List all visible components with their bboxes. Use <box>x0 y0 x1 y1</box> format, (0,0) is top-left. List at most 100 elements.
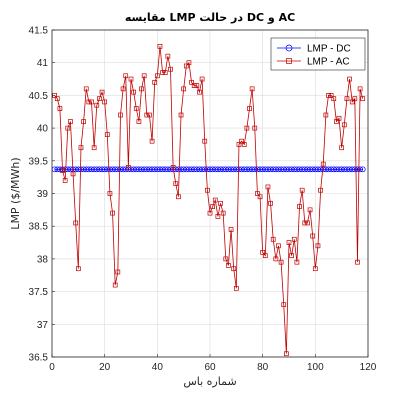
data-point <box>291 236 297 242</box>
data-point <box>218 200 223 206</box>
data-point <box>339 145 345 151</box>
data-point <box>244 125 250 131</box>
x-tick-label: 40 <box>152 362 164 373</box>
data-point <box>347 76 352 82</box>
data-point <box>318 187 323 193</box>
data-point <box>183 63 189 69</box>
data-point <box>207 210 213 216</box>
series-line <box>54 46 364 354</box>
data-point <box>104 132 110 137</box>
data-point <box>202 138 208 144</box>
data-point <box>107 191 113 196</box>
y-tick-label: 36.5 <box>29 353 49 364</box>
data-point <box>357 166 363 173</box>
legend-entry: LMP - AC <box>307 57 350 68</box>
legend: LMP - DC LMP - AC <box>270 37 366 71</box>
data-point <box>133 106 139 111</box>
y-tick-label: 38 <box>37 254 49 265</box>
data-point <box>302 220 308 226</box>
y-tick-label: 39 <box>37 189 49 200</box>
data-point <box>199 76 205 82</box>
data-point <box>247 106 252 111</box>
data-point <box>294 259 300 265</box>
data-point <box>118 112 123 118</box>
data-point <box>341 122 347 128</box>
data-point <box>83 86 89 92</box>
data-point <box>75 266 81 272</box>
y-tick-label: 40 <box>37 124 49 135</box>
x-tick-label: 20 <box>99 362 111 373</box>
data-point <box>65 125 71 131</box>
data-point <box>160 70 165 75</box>
data-point <box>97 96 102 102</box>
y-tick-label: 41.5 <box>29 26 49 37</box>
data-point <box>320 161 326 167</box>
data-point <box>260 250 266 255</box>
data-point <box>255 191 260 196</box>
data-point <box>226 263 231 268</box>
data-point <box>181 86 187 92</box>
data-point <box>236 142 242 147</box>
x-tick-label: 120 <box>360 362 377 373</box>
data-point <box>307 207 313 213</box>
legend-box <box>270 37 366 71</box>
data-point <box>305 220 310 226</box>
data-point <box>273 256 279 262</box>
data-point <box>284 351 289 357</box>
data-point <box>89 99 94 105</box>
data-point <box>57 106 63 111</box>
data-point <box>99 89 105 95</box>
data-point <box>360 96 366 102</box>
data-point <box>194 83 200 88</box>
data-point <box>189 79 194 85</box>
data-point <box>268 200 273 206</box>
data-point <box>70 171 76 177</box>
data-point <box>249 86 255 92</box>
data-point <box>265 184 271 190</box>
data-point <box>131 89 136 95</box>
y-tick-label: 40.5 <box>29 91 49 102</box>
data-point <box>78 145 84 151</box>
data-point <box>139 86 144 92</box>
data-point <box>310 233 316 239</box>
data-point <box>315 243 321 249</box>
data-point <box>276 243 281 249</box>
data-point <box>233 285 239 291</box>
series-square <box>52 43 366 357</box>
x-tick-label: 60 <box>204 362 216 373</box>
data-point <box>91 145 97 151</box>
data-point <box>352 96 358 102</box>
data-point <box>73 220 79 226</box>
data-point <box>123 73 129 79</box>
data-point <box>355 259 360 265</box>
data-point <box>178 112 184 118</box>
data-point <box>168 66 173 72</box>
data-point <box>152 79 158 85</box>
data-point <box>215 214 221 219</box>
data-point <box>144 112 150 118</box>
data-point <box>110 210 115 216</box>
data-point <box>297 204 302 209</box>
data-point <box>359 166 366 173</box>
axis-ticks: 0 20 40 60 80 100 120 36.5 37 37.5 38 38.5 39 39.5 40 4… <box>29 26 377 374</box>
data-point <box>262 253 268 258</box>
data-point <box>147 112 152 118</box>
x-tick-label: 0 <box>49 362 55 373</box>
data-point <box>312 266 318 272</box>
data-point <box>220 210 226 216</box>
data-point <box>328 93 334 98</box>
data-point <box>331 96 337 102</box>
data-point <box>205 187 210 193</box>
y-tick-label: 37 <box>37 320 49 331</box>
data-point <box>299 187 305 193</box>
data-point <box>334 119 339 124</box>
data-point <box>323 112 329 118</box>
data-point <box>349 99 355 105</box>
data-point <box>173 181 179 187</box>
data-point <box>62 178 68 183</box>
data-point <box>210 204 215 209</box>
data-point <box>357 86 363 92</box>
data-point <box>54 96 60 102</box>
data-point <box>197 89 202 95</box>
